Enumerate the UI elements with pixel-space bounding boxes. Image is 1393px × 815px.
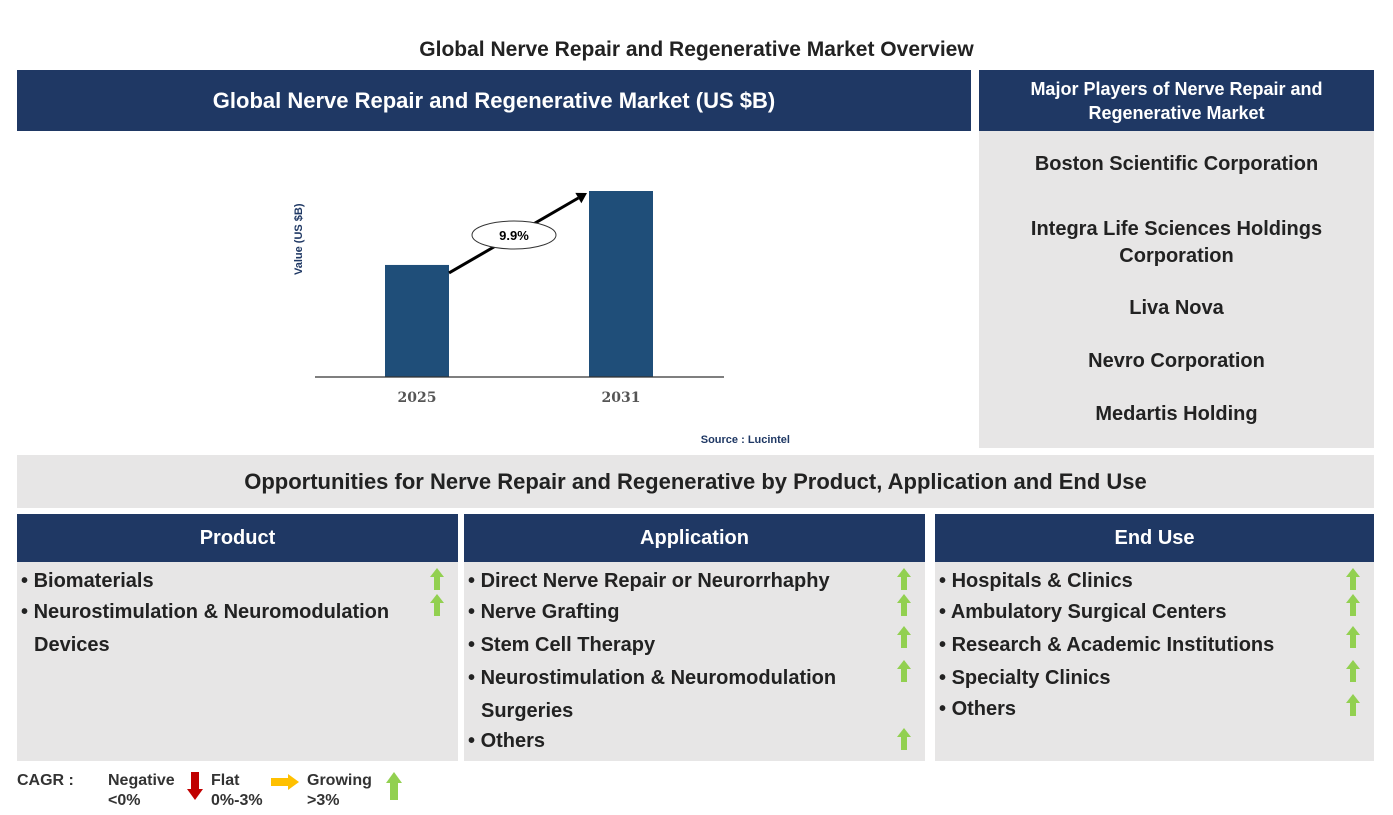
list-item-label: Others — [480, 730, 546, 752]
legend-flat-label: Flat — [211, 772, 240, 789]
y-axis-label: Value (US $B) — [293, 203, 305, 275]
legend-growing-range: >3% — [307, 792, 340, 809]
legend-negative-range: <0% — [108, 792, 141, 809]
legend-flat-range: 0%-3% — [211, 792, 263, 809]
list-item: • Nerve Grafting — [468, 601, 620, 623]
list-item: • Research & Academic Institutions — [939, 634, 1275, 656]
list-item: • Biomaterials — [21, 570, 154, 592]
player-item: Liva Nova — [1129, 297, 1224, 319]
list-item-label: Research & Academic Institutions — [951, 634, 1275, 656]
list-item: • Neurostimulation & Neuromodulation Dev… — [21, 601, 390, 656]
bar-chart: Value (US $B) 2025 2031 9.9% Source : Luc… — [293, 191, 790, 446]
list-item-label: Stem Cell Therapy — [480, 634, 656, 656]
player-item: Boston Scientific Corporation — [1034, 153, 1319, 175]
list-item-label: Ambulatory Surgical Centers — [950, 601, 1227, 623]
page-title: Global Nerve Repair and Regenerative Mar… — [419, 38, 974, 61]
arrow-up-icon — [430, 568, 444, 590]
arrow-up-icon — [430, 594, 444, 616]
arrow-up-icon — [1346, 694, 1360, 716]
column-header-2: End Use — [935, 514, 1374, 562]
column-list-2: • Hospitals & Clinics • Ambulatory Surgic… — [935, 562, 1374, 761]
growth-arrowhead — [575, 192, 587, 204]
cagr-ellipse — [471, 220, 557, 250]
list-item: • Hospitals & Clinics — [939, 570, 1133, 592]
column-list-1: • Direct Nerve Repair or Neurorrhaphy • N… — [464, 562, 925, 761]
arrow-up-icon — [897, 626, 911, 648]
list-item: • Others — [939, 698, 1017, 720]
players-header: Major Players of Nerve Repair and Regene… — [979, 70, 1374, 131]
arrow-down-icon — [187, 772, 203, 800]
x-tick-label: 2031 — [602, 390, 641, 406]
list-item: • Direct Nerve Repair or Neurorrhaphy — [468, 570, 830, 592]
player-item: Integra Life Sciences Holdings Corporati… — [1030, 218, 1323, 267]
list-item-label: Biomaterials — [33, 570, 154, 592]
column-list-0: • Biomaterials • Neurostimulation & Neuro… — [17, 562, 458, 761]
list-item-label: Nerve Grafting — [480, 601, 620, 623]
legend-label: CAGR : — [17, 772, 74, 789]
arrow-up-icon — [386, 772, 402, 800]
arrow-up-icon — [897, 568, 911, 590]
arrow-up-icon — [1346, 594, 1360, 616]
opportunities-header: Opportunities for Nerve Repair and Regen… — [17, 455, 1374, 508]
bar-2031 — [589, 191, 653, 377]
bar-2025 — [385, 264, 449, 377]
list-item-label: Specialty Clinics — [951, 667, 1111, 689]
source-label: Source : Lucintel — [701, 434, 790, 446]
legend-flat: Flat 0%-3% — [211, 771, 263, 811]
arrow-up-icon — [1346, 660, 1360, 682]
list-item: • Ambulatory Surgical Centers — [939, 601, 1227, 623]
arrow-up-icon — [1346, 568, 1360, 590]
list-item-label: Neurostimulation & Neuromodulation Devic… — [33, 601, 390, 656]
legend-growing-label: Growing — [307, 772, 372, 789]
chart-header: Global Nerve Repair and Regenerative Mar… — [17, 70, 971, 131]
list-item: • Specialty Clinics — [939, 667, 1111, 689]
legend-negative: Negative <0% — [108, 771, 175, 811]
player-item: Medartis Holding — [1095, 403, 1258, 425]
list-item-label: Direct Nerve Repair or Neurorrhaphy — [480, 570, 830, 592]
list-item-label: Neurostimulation & Neuromodulation Surge… — [480, 667, 837, 722]
cagr-label: 9.9% — [499, 228, 529, 243]
arrow-up-icon — [897, 728, 911, 750]
players-list: Boston Scientific Corporation Integra Li… — [979, 131, 1374, 448]
list-item: • Stem Cell Therapy — [468, 634, 656, 656]
list-item-label: Hospitals & Clinics — [951, 570, 1133, 592]
column-header-1: Application — [464, 514, 925, 562]
arrow-up-icon — [897, 594, 911, 616]
legend-negative-label: Negative — [108, 772, 175, 789]
arrow-up-icon — [1346, 626, 1360, 648]
arrow-right-icon — [271, 774, 299, 790]
legend-growing: Growing >3% — [307, 771, 372, 811]
list-item: • Neurostimulation & Neuromodulation Sur… — [468, 667, 837, 722]
list-item-label: Others — [951, 698, 1017, 720]
x-tick-label: 2025 — [398, 390, 437, 406]
column-header-0: Product — [17, 514, 458, 562]
player-item: Nevro Corporation — [1088, 350, 1265, 372]
list-item: • Others — [468, 730, 546, 752]
arrow-up-icon — [897, 660, 911, 682]
